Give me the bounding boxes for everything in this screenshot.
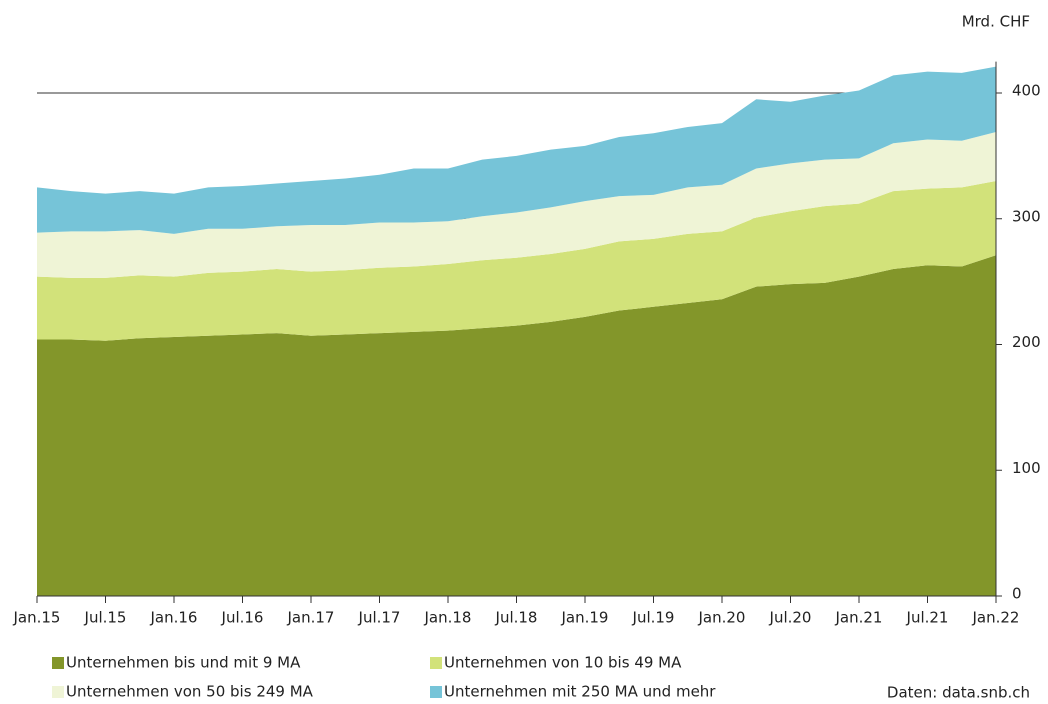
- legend-label: Unternehmen bis und mit 9 MA: [66, 654, 301, 672]
- x-tick-label: Jul.18: [495, 609, 538, 627]
- y-tick-label: 0: [1012, 585, 1022, 603]
- area: [37, 255, 996, 596]
- x-tick-label: Jan.17: [287, 609, 335, 627]
- y-tick-label: 400: [1012, 82, 1041, 100]
- legend-label: Unternehmen von 10 bis 49 MA: [444, 654, 682, 672]
- area: [37, 181, 996, 341]
- y-tick-label: 100: [1012, 459, 1041, 477]
- x-tick-label: Jan.15: [13, 609, 61, 627]
- x-tick-label: Jul.16: [221, 609, 264, 627]
- legend-swatch: [430, 686, 442, 698]
- source: Daten: data.snb.ch: [887, 684, 1030, 702]
- x-tick-label: Jul.17: [358, 609, 401, 627]
- unit-label: Mrd. CHF: [962, 13, 1030, 31]
- y-tick-label: 300: [1012, 207, 1041, 225]
- x-tick-label: Jan.16: [150, 609, 198, 627]
- area: [37, 66, 996, 234]
- x-tick-label: Jul.21: [906, 609, 949, 627]
- legend-swatch: [430, 657, 442, 669]
- y-tick-label: 200: [1012, 333, 1041, 351]
- x-tick-label: Jan.20: [698, 609, 746, 627]
- legend-swatch: [52, 686, 64, 698]
- x-tick-label: Jan.18: [424, 609, 472, 627]
- x-tick-label: Jul.19: [632, 609, 675, 627]
- x-tick-label: Jan.21: [835, 609, 883, 627]
- x-tick-label: Jul.15: [84, 609, 127, 627]
- x-tick-label: Jan.19: [561, 609, 609, 627]
- legend-swatch: [52, 657, 64, 669]
- legend-label: Unternehmen von 50 bis 249 MA: [66, 683, 314, 701]
- x-tick-label: Jul.20: [769, 609, 812, 627]
- x-tick-label: Jan.22: [972, 609, 1020, 627]
- legend-label: Unternehmen mit 250 MA und mehr: [444, 683, 716, 701]
